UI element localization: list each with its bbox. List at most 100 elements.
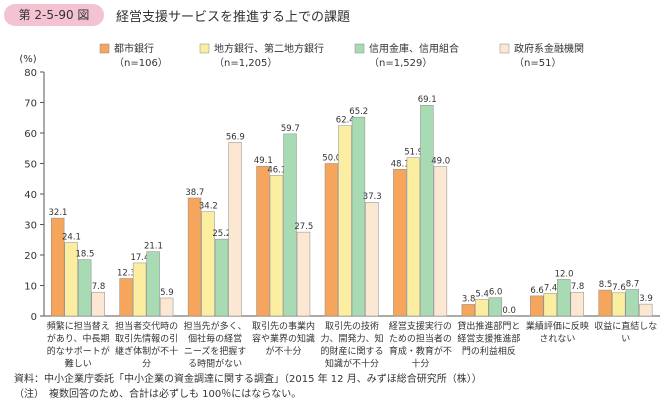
- category-label: ための担当者の: [389, 333, 452, 345]
- category-label: 担当者交代時の: [115, 320, 178, 332]
- data-label: 51.9: [404, 148, 423, 158]
- data-label: 27.5: [294, 222, 313, 232]
- bar: [77, 259, 92, 317]
- category-label: 経営支援推進部: [457, 333, 520, 345]
- bar: [50, 217, 65, 317]
- category-label: 容や業界の知識: [252, 333, 315, 345]
- bar: [543, 293, 557, 317]
- bar: [132, 262, 147, 317]
- bar: [187, 197, 202, 317]
- bar: [256, 165, 270, 317]
- bar: [64, 242, 78, 317]
- category-label: 取引先の事業内: [252, 320, 315, 332]
- category-label: い: [621, 335, 630, 345]
- category-label: 取引先情報の引: [115, 333, 178, 345]
- category-label: 門の利益相反: [462, 345, 516, 357]
- data-label: 38.7: [185, 188, 204, 198]
- data-label: 59.7: [281, 124, 300, 134]
- category-label: 個社毎の経営: [188, 333, 242, 345]
- legend-series-sample-size: （n=1,529）: [369, 57, 432, 69]
- bar: [433, 166, 448, 317]
- data-label: 6.0: [489, 288, 503, 298]
- category-label: 十分: [411, 358, 429, 370]
- legend-series-sample-size: （n=106）: [114, 57, 168, 69]
- y-axis-unit-label: (%): [19, 54, 36, 65]
- y-tick-label: 70: [24, 99, 37, 110]
- bar: [324, 163, 339, 317]
- data-label: 3.9: [639, 294, 653, 304]
- data-label: 21.1: [144, 242, 163, 252]
- data-label: 49.1: [254, 156, 273, 166]
- bar: [639, 303, 653, 317]
- category-label: 難しい: [65, 358, 92, 370]
- data-label: 32.1: [49, 208, 68, 218]
- bar: [612, 292, 626, 317]
- bar: [91, 291, 105, 317]
- category-label: が不十分: [266, 345, 302, 357]
- y-tick-label: 40: [24, 190, 37, 201]
- data-label: 12.3: [117, 268, 136, 278]
- bar: [420, 104, 434, 317]
- bar: [283, 133, 297, 317]
- legend-series-name: 地方銀行、第二地方銀行: [214, 42, 324, 55]
- category-label: があり、中長期: [47, 333, 110, 345]
- bar: [393, 169, 407, 317]
- bar: [351, 116, 366, 317]
- category-label: 貸出推進部門と: [457, 320, 520, 332]
- bar: [269, 175, 284, 317]
- bar: [598, 289, 612, 317]
- data-label: 56.9: [226, 132, 245, 142]
- bar: [201, 211, 215, 317]
- y-tick-label: 10: [24, 282, 37, 293]
- legend-swatch: [199, 43, 210, 54]
- figure-title: 経営支援サービスを推進する上での課題: [116, 10, 351, 25]
- category-label: 育成・教育が不: [389, 345, 452, 357]
- figure-number-badge: 第 2-5-90 図: [4, 4, 104, 26]
- legend-series-name: 政府系金融機関: [514, 42, 584, 55]
- bar: [365, 201, 379, 317]
- category-label: 知識が不十分: [325, 358, 379, 370]
- bar: [406, 157, 421, 317]
- bar: [119, 278, 133, 317]
- bar: [530, 295, 544, 317]
- bar: [625, 289, 639, 317]
- data-label: 17.4: [130, 253, 149, 263]
- category-label: 分: [142, 359, 151, 370]
- data-label: 24.1: [62, 232, 81, 242]
- bar: [296, 231, 311, 317]
- y-tick-label: 80: [24, 68, 37, 79]
- data-label: 50.0: [322, 154, 341, 164]
- data-label: 8.7: [626, 279, 640, 289]
- data-label: 8.5: [599, 280, 613, 290]
- category-label: る時間がない: [188, 358, 242, 370]
- legend-series-name: 信用金庫、信用組合: [369, 42, 459, 55]
- category-label: 的なサポートが: [47, 345, 110, 357]
- bar: [159, 297, 174, 317]
- category-label: 頻繁に担当替え: [47, 320, 110, 332]
- data-label: 49.0: [431, 157, 450, 167]
- data-label: 34.2: [199, 202, 218, 212]
- data-label: 18.5: [76, 250, 95, 260]
- bar: [570, 291, 584, 317]
- data-label: 37.3: [363, 192, 382, 202]
- data-label: 7.8: [92, 282, 106, 292]
- y-tick-label: 60: [24, 129, 37, 140]
- source-note: 資料：中小企業庁委託「中小企業の資金調達に関する調査」（2015 年 12 月、…: [14, 374, 482, 385]
- bar: [557, 279, 571, 317]
- category-label: 的財産に関する: [320, 345, 383, 357]
- legend-swatch: [99, 43, 110, 54]
- legend-swatch: [499, 43, 510, 54]
- data-label: 0.0: [502, 306, 516, 316]
- category-label: 取引先の技術: [325, 320, 379, 332]
- bar: [475, 299, 489, 317]
- data-label: 7.4: [544, 283, 558, 293]
- data-label: 69.1: [418, 95, 437, 105]
- bar: [488, 297, 503, 317]
- data-label: 3.8: [462, 294, 476, 304]
- category-label: 力、開発力、知: [320, 333, 383, 345]
- category-label: 担当先が多く、: [184, 320, 247, 332]
- bar: [228, 142, 242, 317]
- legend-series-sample-size: （n=51）: [514, 57, 561, 69]
- data-label: 5.9: [160, 288, 174, 298]
